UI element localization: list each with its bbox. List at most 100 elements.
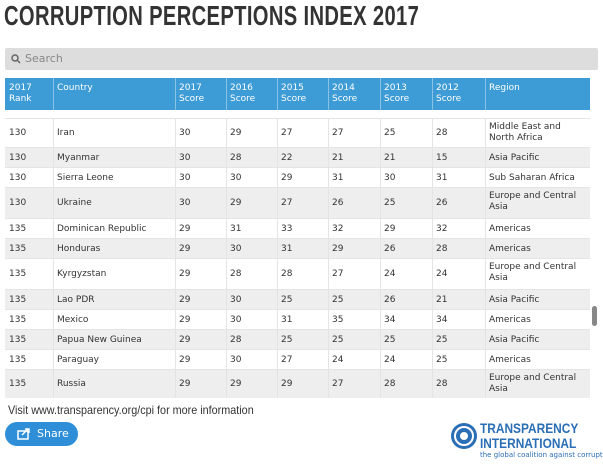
column-divider — [432, 330, 433, 350]
column-divider — [380, 168, 381, 188]
column-divider — [53, 310, 54, 330]
table-cell: 29 — [179, 334, 191, 345]
scrollbar[interactable] — [592, 306, 597, 326]
column-divider — [485, 119, 486, 148]
table-cell: Asia Pacific — [489, 294, 540, 305]
column-divider — [380, 370, 381, 398]
table-cell: 130 — [9, 152, 27, 163]
column-divider — [432, 219, 433, 239]
table-cell: 28 — [281, 269, 293, 279]
column-divider — [485, 330, 486, 350]
table-row: 135 Dominican Republic 29 31 33 32 29 32 America… — [5, 218, 590, 239]
table-row: 130 Ukraine 30 29 27 26 25 26 Europe and Central… — [5, 187, 590, 219]
logo-icon — [451, 423, 477, 449]
table-row: 135 Lao PDR 29 30 25 25 26 21 Asia Pacific — [5, 289, 590, 310]
column-divider — [380, 188, 381, 219]
table-cell: Middle East and North Africa — [489, 122, 561, 143]
table-cell: 25 — [384, 334, 396, 345]
column-header: 2017 Score — [179, 83, 205, 104]
search-box[interactable]: Search — [5, 48, 598, 70]
table-cell: 28 — [436, 379, 448, 389]
column-divider — [175, 188, 176, 219]
table-cell: 130 — [9, 198, 27, 208]
column-divider — [328, 290, 329, 310]
table-header: 2017 Rank Country 2017 Score 2016 Score 2015… — [5, 78, 590, 110]
table-cell: 28 — [384, 379, 396, 389]
column-divider — [226, 370, 227, 398]
column-divider — [432, 370, 433, 398]
column-divider — [53, 219, 54, 239]
logo[interactable]: TRANSPARENCY INTERNATIONAL the global co… — [450, 420, 603, 460]
table-cell: 26 — [436, 198, 448, 208]
column-divider — [328, 370, 329, 398]
column-divider — [277, 370, 278, 398]
share-icon — [17, 428, 30, 440]
table-cell: 30 — [179, 172, 191, 183]
table-cell: 27 — [332, 379, 344, 389]
table-cell: 26 — [332, 198, 344, 208]
column-divider — [53, 239, 54, 259]
table-cell: Sierra Leone — [57, 172, 114, 183]
table-row: 135 Honduras 29 30 31 29 26 28 Americas — [5, 238, 590, 259]
table-cell: 30 — [179, 152, 191, 163]
table-cell: 28 — [230, 334, 242, 345]
table-cell: Iran — [57, 128, 75, 138]
table-cell: Americas — [489, 354, 531, 365]
column-header: 2014 Score — [332, 83, 358, 104]
table-cell: 27 — [281, 128, 293, 138]
column-divider — [380, 148, 381, 168]
column-divider — [226, 239, 227, 259]
column-divider — [485, 290, 486, 310]
table-cell: 29 — [281, 172, 293, 183]
column-header: 2012 Score — [436, 83, 462, 104]
table-cell: 35 — [332, 314, 344, 325]
column-divider — [175, 219, 176, 239]
column-divider — [277, 310, 278, 330]
column-divider — [53, 290, 54, 310]
share-button[interactable]: Share — [5, 422, 78, 446]
table-cell: Asia Pacific — [489, 152, 540, 163]
table-cell: 25 — [384, 128, 396, 138]
table-cell: 31 — [230, 223, 242, 234]
table-cell: 25 — [436, 334, 448, 345]
column-divider — [380, 259, 381, 290]
table-cell: 135 — [9, 223, 27, 234]
column-divider — [226, 119, 227, 148]
table-cell: 135 — [9, 314, 27, 325]
column-divider — [485, 168, 486, 188]
table-cell: 30 — [179, 128, 191, 138]
column-divider — [432, 290, 433, 310]
table-cell: 32 — [332, 223, 344, 234]
table-cell: 29 — [281, 379, 293, 389]
column-header: 2015 Score — [281, 83, 307, 104]
table-cell: 135 — [9, 294, 27, 305]
table-cell: 130 — [9, 128, 27, 138]
table-cell: Europe and Central Asia — [489, 262, 577, 283]
table-cell: 31 — [436, 172, 448, 183]
table-cell: 135 — [9, 354, 27, 365]
column-divider — [432, 78, 433, 110]
column-divider — [485, 188, 486, 219]
column-divider — [53, 119, 54, 148]
column-divider — [328, 330, 329, 350]
table-cell: 135 — [9, 243, 27, 254]
column-divider — [226, 290, 227, 310]
column-divider — [175, 259, 176, 290]
table-body: 130 Iran 30 29 27 27 25 28 Middle East and North… — [5, 110, 590, 398]
column-divider — [277, 290, 278, 310]
column-divider — [175, 350, 176, 370]
column-divider — [226, 350, 227, 370]
table-cell: 31 — [281, 314, 293, 325]
table-cell: 25 — [281, 334, 293, 345]
column-divider — [432, 148, 433, 168]
column-divider — [485, 370, 486, 398]
table-cell: 28 — [436, 128, 448, 138]
table-cell: 21 — [384, 152, 396, 163]
column-divider — [226, 310, 227, 330]
logo-tagline: the global coalition against corruption — [480, 451, 603, 459]
column-divider — [175, 370, 176, 398]
column-divider — [328, 168, 329, 188]
table-cell: 25 — [281, 294, 293, 305]
column-divider — [175, 290, 176, 310]
column-divider — [175, 168, 176, 188]
